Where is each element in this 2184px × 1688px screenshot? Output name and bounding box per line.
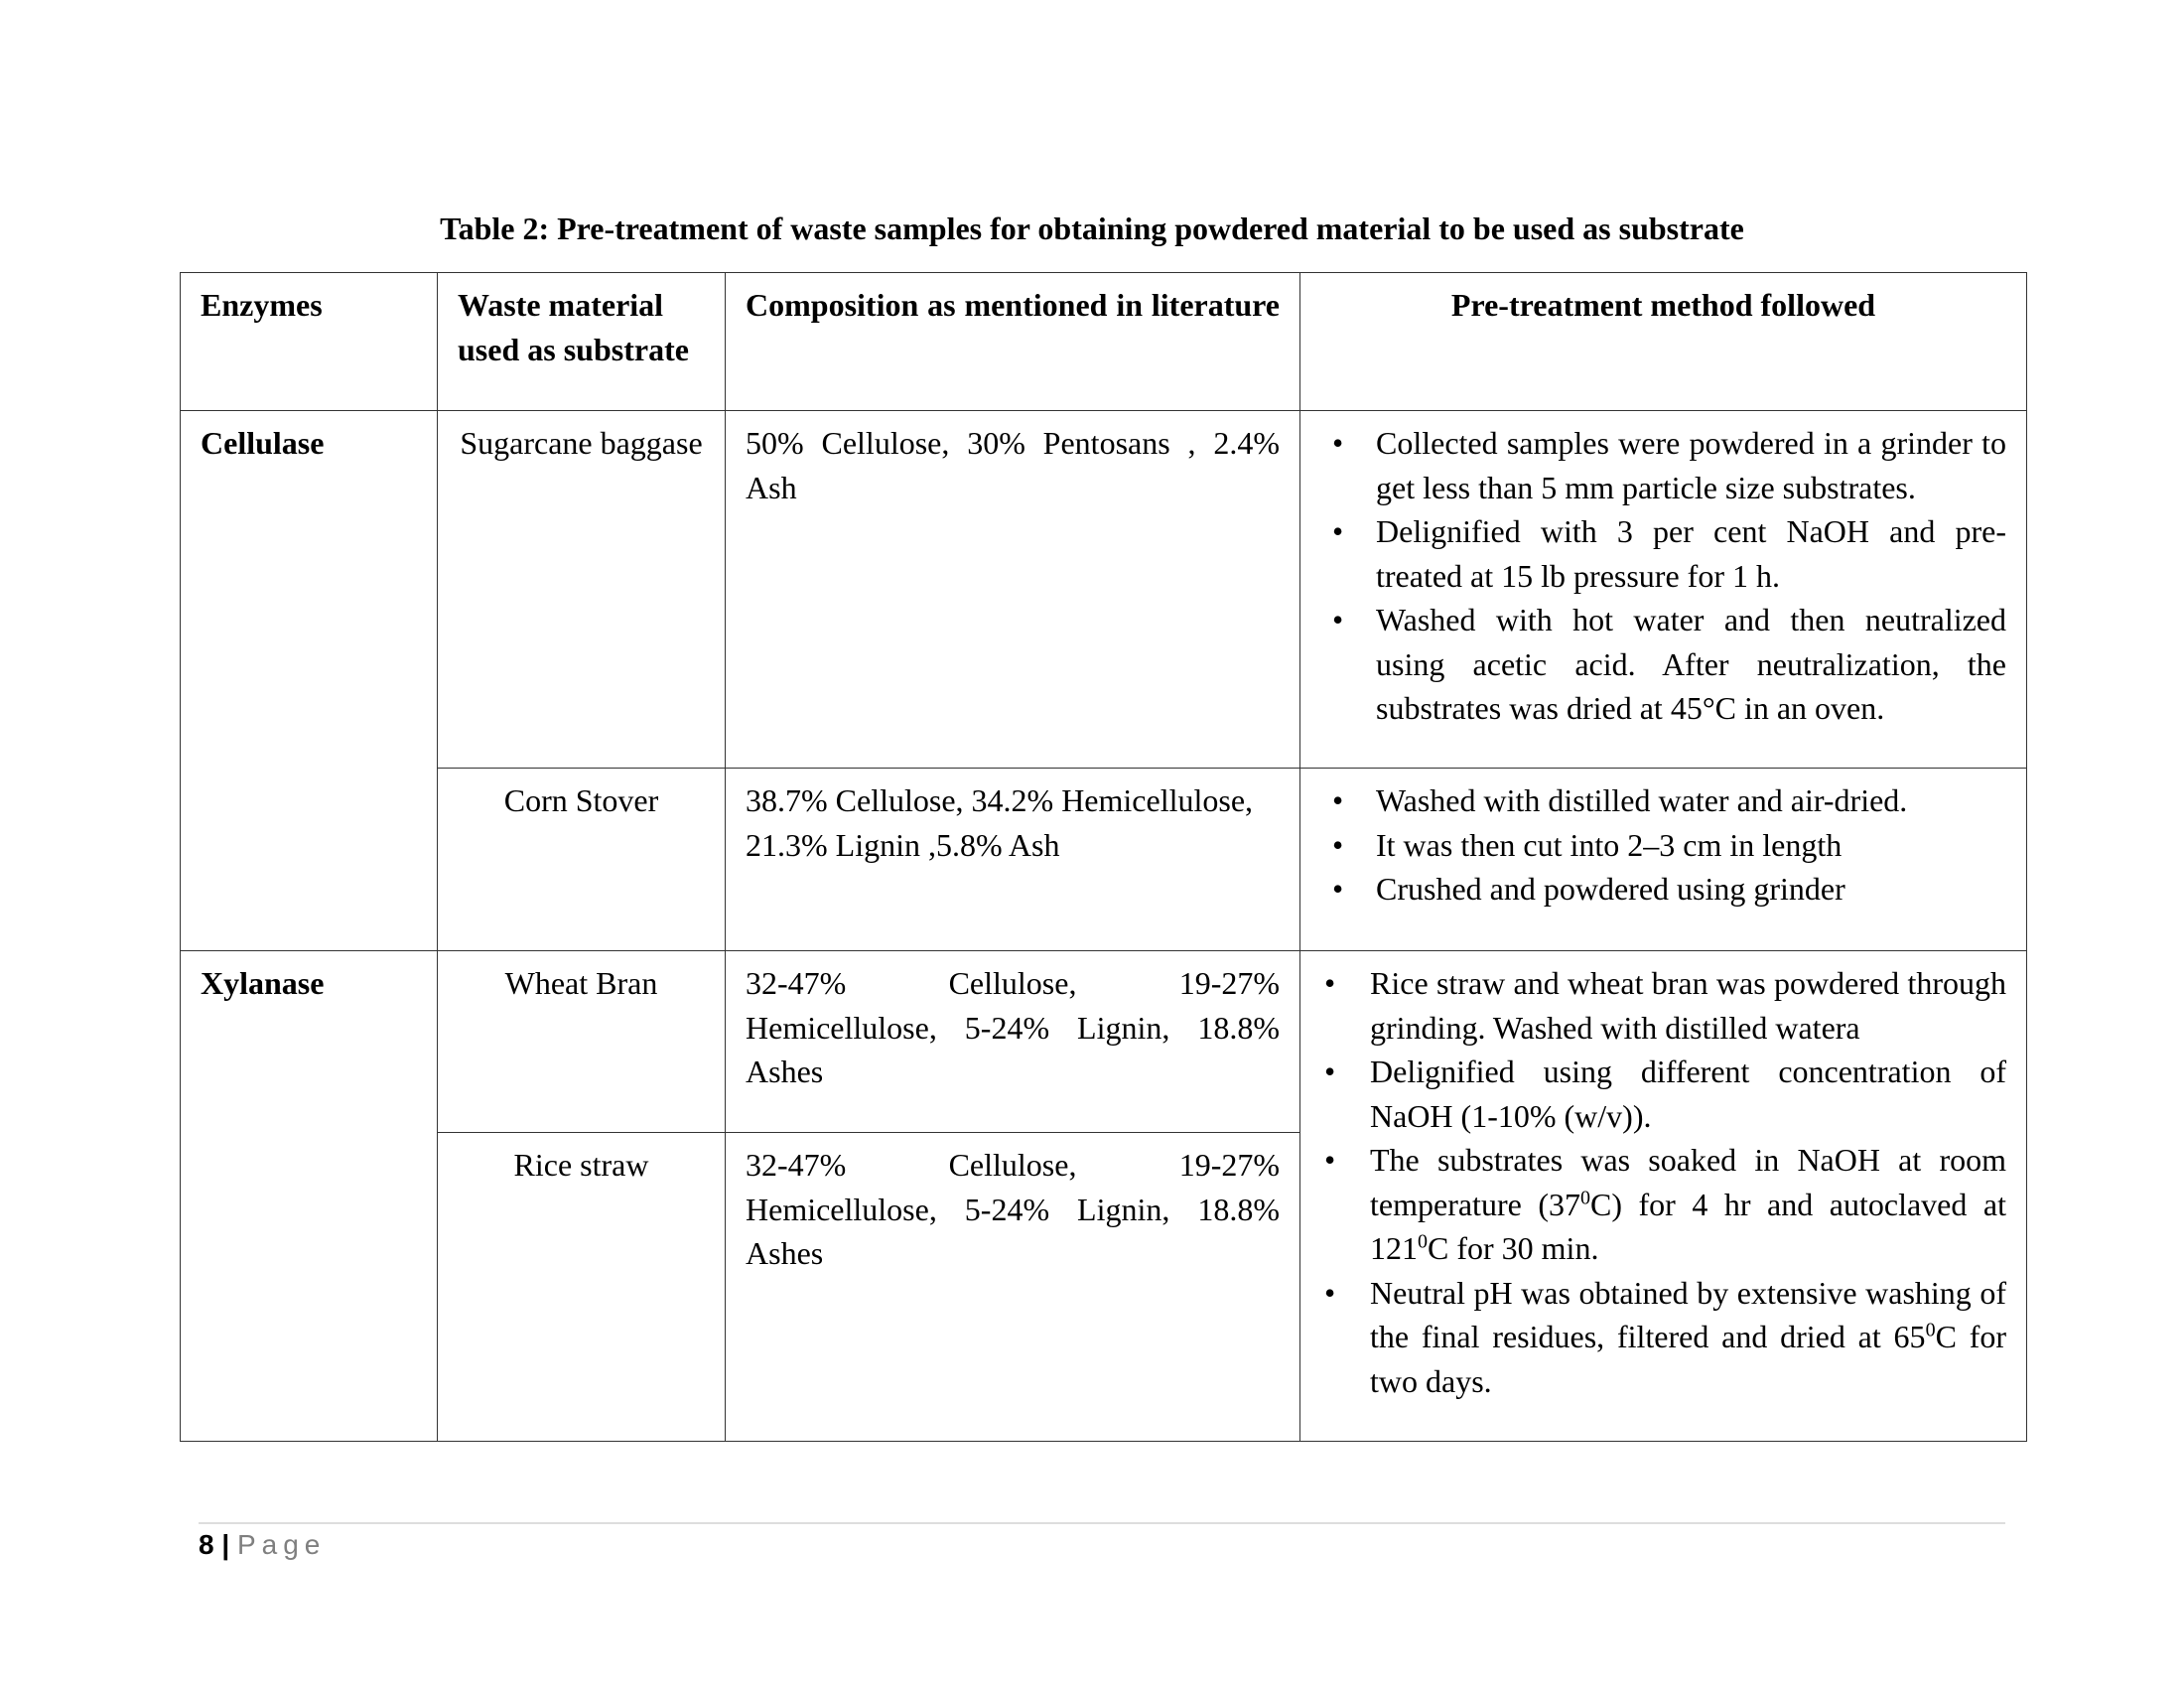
table-title: Table 2: Pre-treatment of waste samples … xyxy=(440,211,1744,246)
page-label: Page xyxy=(236,1529,327,1560)
composition-cell: 32-47% Cellulose, 19-27% Hemicellulose, … xyxy=(725,1132,1300,1442)
material-cell: Wheat Bran xyxy=(437,950,726,1133)
page-number: 8 xyxy=(199,1529,214,1560)
material-cell: Rice straw xyxy=(437,1132,726,1442)
composition-cell: 38.7% Cellulose, 34.2% Hemicellulose, 21… xyxy=(725,768,1300,951)
method-cell: Rice straw and wheat bran was powdered t… xyxy=(1299,950,2027,1442)
header-enzymes: Enzymes xyxy=(180,272,438,411)
method-cell: Collected samples were powdered in a gri… xyxy=(1299,410,2027,769)
method-item: Neutral pH was obtained by extensive was… xyxy=(1320,1271,2006,1404)
enzyme-cell: Xylanase xyxy=(180,950,438,1442)
footer-divider xyxy=(199,1522,2005,1524)
footer-separator: | xyxy=(221,1529,230,1560)
method-item: The substrates was soaked in NaOH at roo… xyxy=(1320,1138,2006,1271)
method-item: Collected samples were powdered in a gri… xyxy=(1320,421,2006,509)
composition-cell: 32-47% Cellulose, 19-27% Hemicellulose, … xyxy=(725,950,1300,1133)
pretreatment-table: Enzymes Waste material used as substrate… xyxy=(180,272,2027,1442)
header-pretreatment: Pre-treatment method followed xyxy=(1299,272,2027,411)
material-cell: Corn Stover xyxy=(437,768,726,951)
enzyme-cell: Cellulase xyxy=(180,410,438,951)
method-cell: Washed with distilled water and air-drie… xyxy=(1299,768,2027,951)
method-item: Rice straw and wheat bran was powdered t… xyxy=(1320,961,2006,1050)
method-item: Delignified using different concentratio… xyxy=(1320,1050,2006,1138)
table-row: Cellulase Sugarcane baggase 50% Cellulos… xyxy=(180,410,2027,951)
method-item: Crushed and powdered using grinder xyxy=(1320,867,2006,912)
table-row: Xylanase Wheat Bran 32-47% Cellulose, 19… xyxy=(180,950,2027,1442)
page-footer: 8 | Page xyxy=(199,1529,326,1561)
table-header-row: Enzymes Waste material used as substrate… xyxy=(180,272,2027,411)
header-waste-material: Waste material used as substrate xyxy=(437,272,726,411)
composition-cell: 50% Cellulose, 30% Pentosans , 2.4% Ash xyxy=(725,410,1300,769)
method-item: Washed with hot water and then neutraliz… xyxy=(1320,598,2006,731)
method-item: Delignified with 3 per cent NaOH and pre… xyxy=(1320,509,2006,598)
method-item: It was then cut into 2–3 cm in length xyxy=(1320,823,2006,868)
table-row: Corn Stover 38.7% Cellulose, 34.2% Hemic… xyxy=(181,768,2027,951)
material-cell: Sugarcane baggase xyxy=(437,410,726,769)
header-composition: Composition as mentioned in literature xyxy=(725,272,1300,411)
table-row: Rice straw 32-47% Cellulose, 19-27% Hemi… xyxy=(181,1132,2027,1442)
method-item: Washed with distilled water and air-drie… xyxy=(1320,778,2006,823)
